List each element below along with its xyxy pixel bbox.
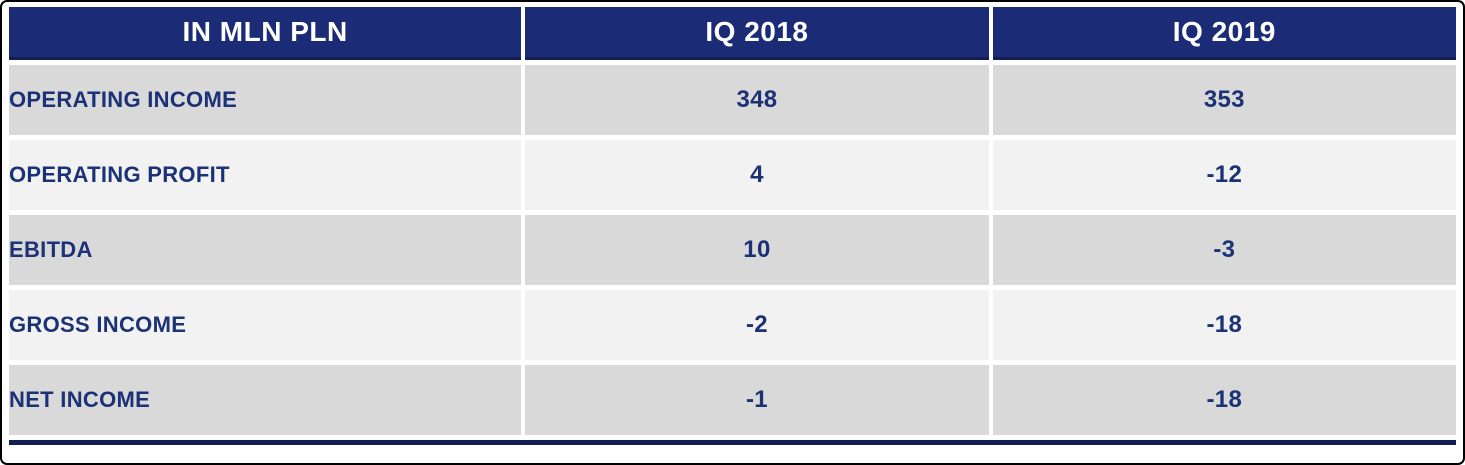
- financial-results-table: IN MLN PLN IQ 2018 IQ 2019 OPERATING INC…: [5, 2, 1460, 440]
- cell-value: 353: [992, 65, 1456, 135]
- cell-value: -2: [525, 290, 989, 360]
- cell-value: 348: [525, 65, 989, 135]
- cell-value: 10: [525, 215, 989, 285]
- table-row: OPERATING PROFIT 4 -12: [9, 140, 1456, 210]
- table-row: EBITDA 10 -3: [9, 215, 1456, 285]
- header-unit-label: IN MLN PLN: [9, 7, 522, 60]
- row-label: EBITDA: [9, 215, 522, 285]
- row-label: OPERATING INCOME: [9, 65, 522, 135]
- table-row: OPERATING INCOME 348 353: [9, 65, 1456, 135]
- cell-value: -18: [992, 290, 1456, 360]
- table-body: OPERATING INCOME 348 353 OPERATING PROFIT 4-…: [9, 65, 1456, 435]
- cell-value: -12: [992, 140, 1456, 210]
- header-iq-2018: IQ 2018: [525, 7, 989, 60]
- table-row: GROSS INCOME -2 -18: [9, 290, 1456, 360]
- table-header-row: IN MLN PLN IQ 2018 IQ 2019: [9, 7, 1456, 60]
- table-row: NET INCOME -1 -18: [9, 365, 1456, 435]
- cell-value: -3: [992, 215, 1456, 285]
- cell-value: 4: [525, 140, 989, 210]
- cell-value: -18: [992, 365, 1456, 435]
- row-label: OPERATING PROFIT: [9, 140, 522, 210]
- cell-value: -1: [525, 365, 989, 435]
- table-bottom-border: [9, 440, 1456, 445]
- header-iq-2019: IQ 2019: [992, 7, 1456, 60]
- row-label: NET INCOME: [9, 365, 522, 435]
- row-label: GROSS INCOME: [9, 290, 522, 360]
